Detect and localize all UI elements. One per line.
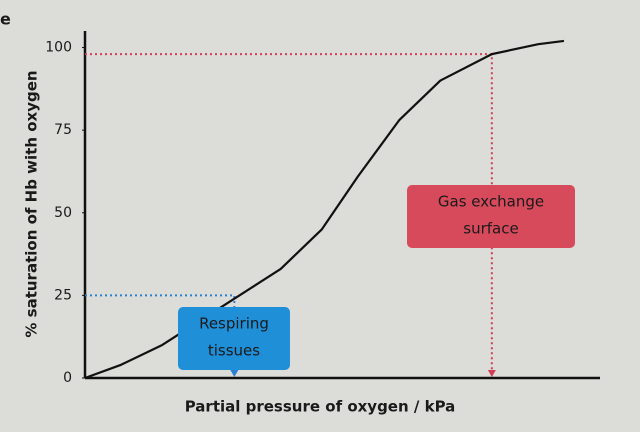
annotation-text: tissues — [208, 342, 260, 360]
annotation-text: surface — [463, 220, 518, 238]
title-fragment: e — [0, 10, 11, 29]
y-tick-label: 50 — [54, 205, 72, 221]
y-tick-label: 25 — [54, 287, 72, 303]
y-tick-label: 100 — [45, 40, 72, 56]
y-tick-label: 75 — [54, 122, 72, 138]
y-axis-label: % saturation of Hb with oxygen — [23, 70, 41, 337]
x-axis-label: Partial pressure of oxygen / kPa — [185, 398, 456, 416]
y-tick-label: 0 — [63, 370, 72, 386]
guide-arrow — [230, 370, 239, 377]
annotation-box — [407, 185, 575, 248]
guide-arrow — [487, 370, 496, 377]
annotation-box — [178, 307, 290, 370]
annotation-text: Gas exchange — [438, 193, 544, 211]
curve — [84, 39, 565, 380]
annotation-text: Respiring — [199, 315, 269, 333]
